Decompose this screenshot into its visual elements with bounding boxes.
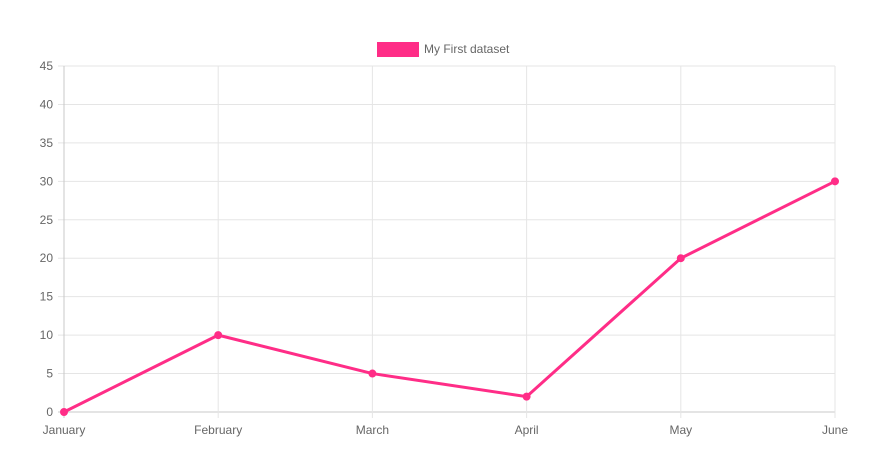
series	[60, 177, 839, 416]
legend-label[interactable]: My First dataset	[424, 42, 510, 56]
x-tick-label: June	[822, 423, 848, 437]
x-tick-label: April	[515, 423, 539, 437]
x-tick-label: May	[669, 423, 692, 437]
legend[interactable]: My First dataset	[377, 42, 510, 57]
x-tick-label: February	[194, 423, 242, 437]
y-tick-label: 35	[40, 136, 54, 150]
series-line	[62, 179, 837, 414]
legend-swatch[interactable]	[377, 42, 419, 57]
data-point[interactable]	[214, 331, 223, 340]
y-tick-label: 5	[46, 367, 53, 381]
axes: 0 5 10 15 20 25 30 35 40 45 January February March Ap…	[40, 59, 849, 437]
x-tick-label: March	[356, 423, 389, 437]
data-point[interactable]	[522, 392, 531, 401]
y-tick-label: 40	[40, 97, 54, 111]
grid	[58, 65, 836, 418]
data-point[interactable]	[831, 177, 839, 186]
data-point[interactable]	[368, 369, 377, 378]
y-tick-label: 25	[40, 213, 54, 227]
data-point[interactable]	[676, 254, 685, 263]
y-tick-label: 45	[40, 59, 54, 73]
y-tick-label: 30	[40, 174, 54, 188]
y-tick-label: 20	[40, 251, 54, 265]
data-point[interactable]	[60, 408, 68, 416]
y-tick-label: 15	[40, 290, 54, 304]
y-tick-label: 10	[40, 328, 54, 342]
y-tick-label: 0	[46, 405, 53, 419]
x-tick-label: January	[43, 423, 86, 437]
